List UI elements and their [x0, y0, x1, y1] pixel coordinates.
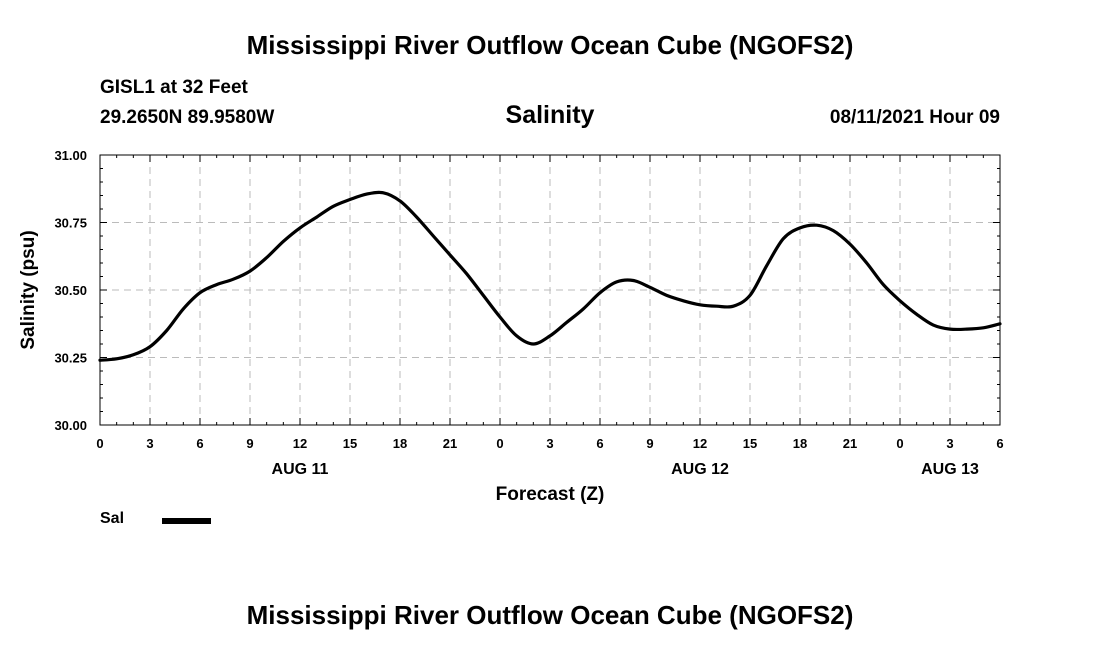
series-layer [98, 190, 1002, 362]
x-tick-label: 15 [343, 436, 357, 451]
x-tick-label: 0 [896, 436, 903, 451]
x-tick-label: 3 [146, 436, 153, 451]
x-tick-label: 3 [946, 436, 953, 451]
chart-title: Mississippi River Outflow Ocean Cube (NG… [246, 30, 854, 60]
y-tick-label: 31.00 [54, 148, 87, 163]
x-tick-label: 15 [743, 436, 757, 451]
y-tick-label: 30.25 [54, 351, 87, 366]
grid-lines [100, 155, 1000, 425]
x-tick-label: 6 [996, 436, 1003, 451]
x-tick-label: 9 [646, 436, 653, 451]
x-tick-label: 6 [596, 436, 603, 451]
x-tick-label: 18 [793, 436, 807, 451]
x-tick-label: 21 [843, 436, 857, 451]
x-tick-label: 12 [693, 436, 707, 451]
x-tick-label: 9 [246, 436, 253, 451]
tick-marks [99, 154, 1001, 426]
y-tick-label: 30.75 [54, 216, 87, 231]
x-tick-label: 18 [393, 436, 407, 451]
tick-labels: 0 3 6 9 12 15 18 21 0 3 6 9 12 15 18 21 0 3 6 30.00 30.25 30.… [54, 148, 1003, 478]
date-label: AUG 11 [272, 461, 329, 478]
date-label: AUG 13 [921, 461, 979, 478]
forecast-timestamp: 08/11/2021 Hour 09 [829, 107, 1000, 128]
station-label: GISL1 at 32 Feet [100, 77, 248, 98]
y-tick-label: 30.50 [54, 283, 87, 298]
x-tick-label: 6 [196, 436, 203, 451]
date-label: AUG 12 [671, 461, 729, 478]
x-tick-label: 0 [496, 436, 503, 451]
variable-title: Salinity [505, 101, 595, 129]
x-tick-label: 21 [443, 436, 457, 451]
x-tick-label: 3 [546, 436, 553, 451]
x-tick-label: 0 [96, 436, 103, 451]
y-axis-label: Salinity (psu) [18, 230, 39, 349]
footer-title: Mississippi River Outflow Ocean Cube (NG… [246, 600, 854, 630]
x-axis-label: Forecast (Z) [496, 484, 605, 505]
legend-label: Sal [100, 510, 125, 527]
series-line-sal [98, 190, 1002, 362]
x-tick-label: 12 [293, 436, 307, 451]
station-coords: 29.2650N 89.9580W [100, 107, 275, 128]
y-tick-label: 30.00 [54, 418, 87, 433]
